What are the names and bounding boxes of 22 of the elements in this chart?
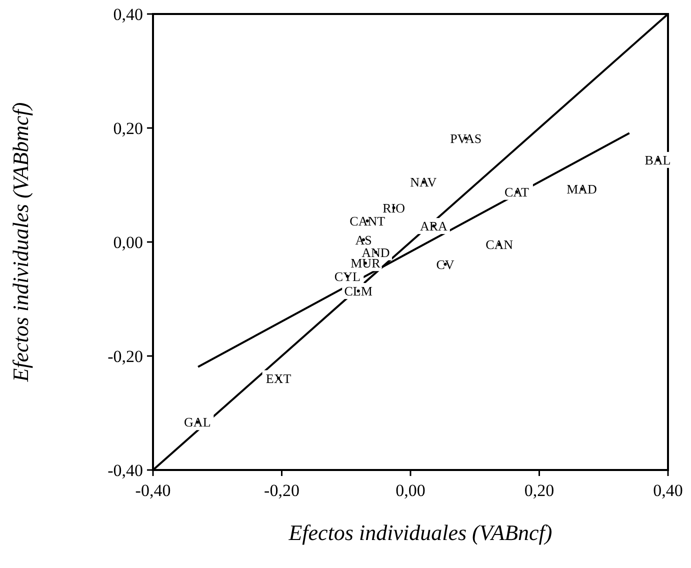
series-label: CV bbox=[436, 256, 455, 272]
series-label: CAN bbox=[486, 236, 514, 252]
series-label: CAT bbox=[504, 184, 530, 200]
x-tick-label: -0,40 bbox=[135, 481, 171, 500]
y-tick-label: 0,40 bbox=[113, 4, 143, 24]
y-tick-label: -0,20 bbox=[108, 346, 143, 366]
series-label: AS bbox=[355, 232, 372, 248]
series-label: CANT bbox=[350, 213, 386, 228]
y-tick-label: 0,20 bbox=[113, 118, 143, 138]
series-label: RIO bbox=[382, 200, 405, 216]
x-tick-label: 0,40 bbox=[653, 481, 683, 500]
y-axis-title: Efectos individuales (VABbmcf) bbox=[8, 102, 33, 383]
series-label: MAD bbox=[566, 182, 597, 197]
series-label: PVAS bbox=[450, 130, 482, 146]
x-tick-label: 0,00 bbox=[396, 481, 426, 500]
y-tick-label: 0,00 bbox=[113, 232, 143, 252]
x-tick-label: -0,20 bbox=[264, 481, 300, 500]
x-tick-label: 0,20 bbox=[524, 481, 554, 500]
series-label: NAV bbox=[410, 174, 438, 190]
y-tick-label: -0,40 bbox=[108, 460, 143, 480]
series-label: BAL bbox=[644, 152, 671, 168]
x-axis-title: Efectos individuales (VABncf) bbox=[288, 520, 552, 545]
